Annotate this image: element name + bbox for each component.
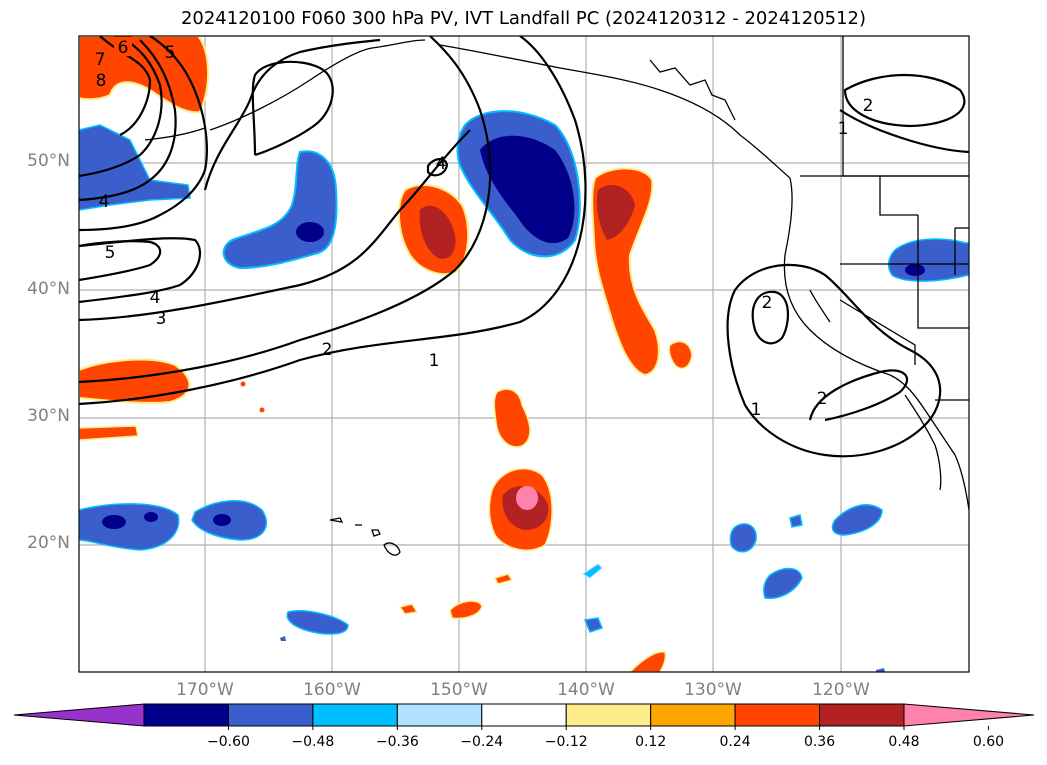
colorbar-segment: [565, 703, 652, 727]
longitude-label: 170°W: [176, 680, 234, 700]
contour-label: 2: [863, 96, 874, 116]
longitude-label: 120°W: [812, 680, 870, 700]
colorbar-segment: [227, 703, 314, 727]
contour-label: 2: [762, 293, 773, 313]
colorbar-segment: [819, 703, 905, 727]
colorbar-tick-label: 0.24: [719, 734, 751, 750]
contour-label: 3: [156, 309, 167, 329]
plot-frame: [78, 35, 970, 673]
longitude-label: 130°W: [684, 680, 742, 700]
latitude-label: 40°N: [27, 279, 70, 299]
latitude-label: 30°N: [27, 406, 70, 426]
latitude-label: 20°N: [27, 533, 70, 553]
contour-label: 2: [817, 389, 828, 409]
colorbar-segment: [396, 703, 483, 727]
colorbar-segment: [481, 703, 567, 727]
colorbar-tick-label: 0.36: [803, 734, 836, 750]
ivt-contours: [79, 36, 969, 458]
negative-pv-anomalies: [79, 110, 969, 672]
colorbar-segment: [312, 703, 398, 727]
colorbar-tick-label: −0.12: [544, 734, 588, 750]
contour-label: 4: [99, 192, 110, 212]
colorbar-segment: [734, 703, 821, 727]
colorbar: [13, 703, 1035, 730]
colorbar-tick-label: −0.60: [206, 734, 250, 750]
contour-label: 1: [429, 351, 440, 371]
latitude-label: 50°N: [27, 151, 70, 171]
contour-label: 8: [96, 71, 107, 91]
contour-label: 5: [105, 243, 116, 263]
contour-labels: 6 7 8 5 4 5 4 3 2 1 4 2 1 2 2 1: [95, 36, 874, 420]
colorbar-tick-label: 0.12: [635, 734, 667, 750]
longitude-label: 150°W: [430, 680, 488, 700]
contour-label: 1: [751, 400, 762, 420]
longitude-label: 140°W: [557, 680, 615, 700]
colorbar-segment: [143, 703, 229, 727]
colorbar-extend-low: [13, 703, 145, 727]
contour-label: 2: [322, 340, 333, 360]
colorbar-tick-label: 0.60: [972, 734, 1005, 750]
contour-label: 1: [838, 119, 849, 139]
colorbar-tick-label: −0.36: [375, 734, 419, 750]
colorbar-tick-label: −0.48: [291, 734, 335, 750]
map-title: 2024120100 F060 300 hPa PV, IVT Landfall…: [180, 8, 867, 29]
colorbar-segment: [650, 703, 736, 727]
longitude-label: 160°W: [303, 680, 361, 700]
colorbar-extend-high: [903, 703, 1035, 727]
contour-label: 7: [95, 50, 106, 70]
colorbar-tick-label: 0.48: [888, 734, 920, 750]
colorbar-tick-label: −0.24: [460, 734, 504, 750]
coastlines: [144, 36, 969, 556]
contour-label: 4: [436, 154, 447, 174]
contour-label: 6: [118, 38, 129, 58]
positive-pv-anomalies: [79, 36, 693, 672]
contour-label: 4: [150, 288, 161, 308]
contour-label: 5: [165, 43, 176, 63]
